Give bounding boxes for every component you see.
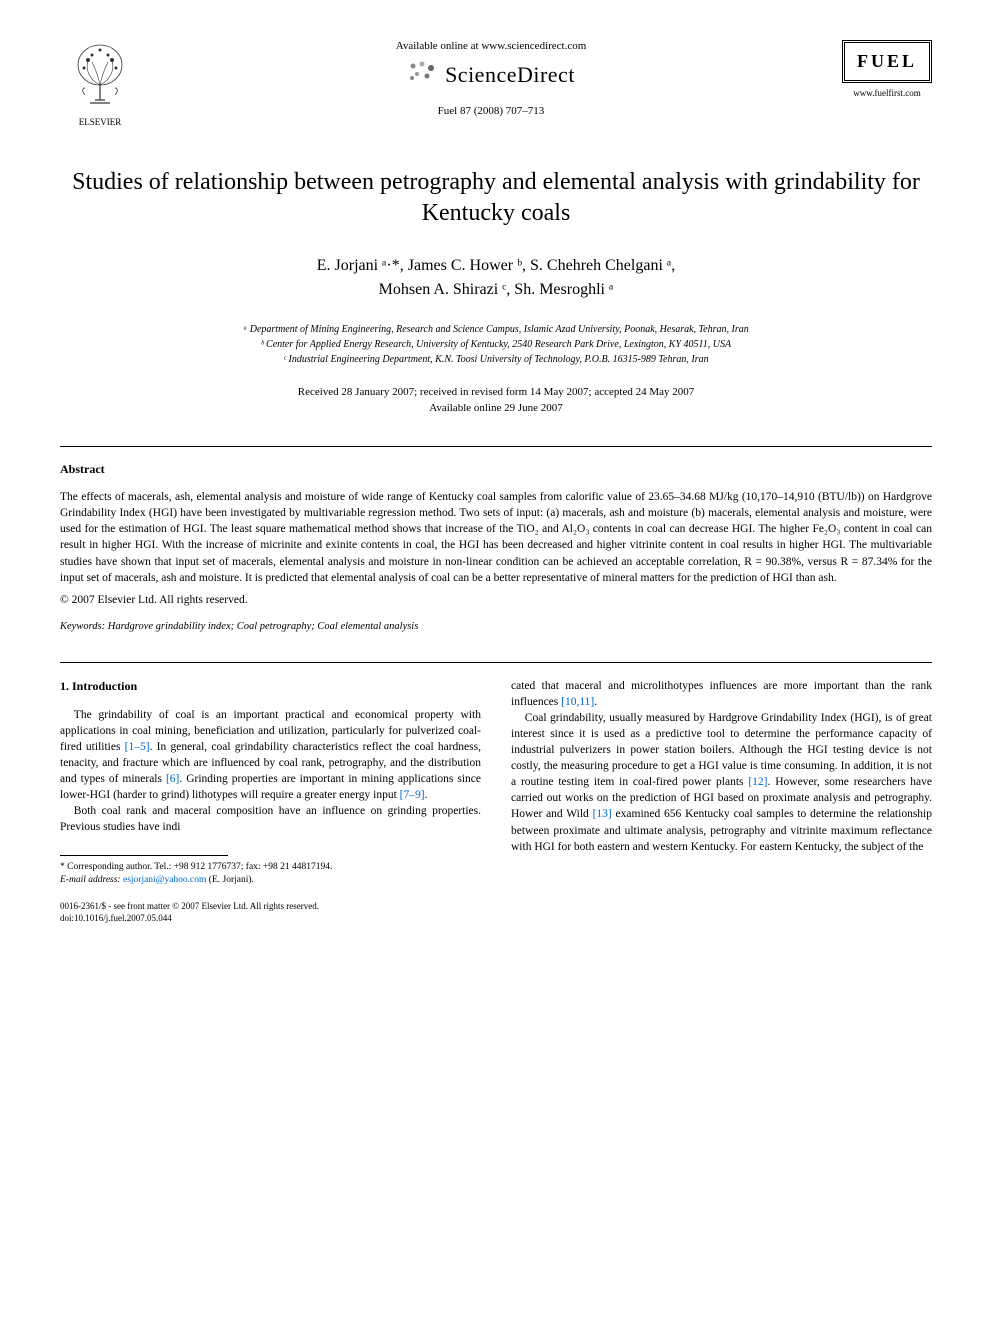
cite-6[interactable]: [6] — [166, 773, 179, 785]
email-line: E-mail address: esjorjani@yahoo.com (E. … — [60, 874, 481, 886]
intro-heading: 1. Introduction — [60, 678, 481, 695]
affiliations: ᵃ Department of Mining Engineering, Rese… — [60, 322, 932, 367]
journal-reference: Fuel 87 (2008) 707–713 — [140, 105, 842, 117]
online-date: Available online 29 June 2007 — [60, 401, 932, 416]
doi-line: doi:10.1016/j.fuel.2007.05.044 — [60, 913, 481, 925]
abstract-heading: Abstract — [60, 462, 932, 477]
fuel-box: FUEL — [842, 40, 932, 83]
email-link[interactable]: esjorjani@yahoo.com — [123, 875, 206, 885]
cite-12[interactable]: [12] — [748, 776, 767, 788]
issn-line: 0016-2361/$ - see front matter © 2007 El… — [60, 901, 481, 913]
article-dates: Received 28 January 2007; received in re… — [60, 385, 932, 416]
abstract-text: The effects of macerals, ash, elemental … — [60, 489, 932, 586]
sciencedirect-dots-icon — [407, 60, 437, 90]
intro-para1: The grindability of coal is an important… — [60, 707, 481, 804]
article-title: Studies of relationship between petrogra… — [60, 167, 932, 229]
authors-line1: E. Jorjani ᵃ·*, James C. Hower ᵇ, S. Che… — [317, 257, 676, 274]
right-column: cated that maceral and microlithotypes i… — [511, 678, 932, 925]
sciencedirect-text: ScienceDirect — [445, 62, 575, 88]
keywords-label: Keywords: — [60, 621, 105, 632]
rule-below-keywords — [60, 662, 932, 663]
cite-10-11[interactable]: [10,11] — [561, 696, 594, 708]
header-row: ELSEVIER Available online at www.science… — [60, 40, 932, 127]
keywords: Keywords: Hardgrove grindability index; … — [60, 621, 932, 632]
elsevier-tree-icon — [70, 40, 130, 110]
intro-para2-right: cated that maceral and microlithotypes i… — [511, 678, 932, 710]
affiliation-b: ᵇ Center for Applied Energy Research, Un… — [60, 337, 932, 352]
affiliation-c: ᶜ Industrial Engineering Department, K.N… — [60, 352, 932, 367]
rule-above-abstract — [60, 446, 932, 447]
email-suffix: (E. Jorjani). — [206, 875, 254, 885]
email-label: E-mail address: — [60, 875, 123, 885]
affiliation-a: ᵃ Department of Mining Engineering, Rese… — [60, 322, 932, 337]
available-online-text: Available online at www.sciencedirect.co… — [140, 40, 842, 52]
left-column: 1. Introduction The grindability of coal… — [60, 678, 481, 925]
corresponding-author-footnote: * Corresponding author. Tel.: +98 912 17… — [60, 861, 481, 886]
intro-para3: Coal grindability, usually measured by H… — [511, 710, 932, 855]
abstract-copyright: © 2007 Elsevier Ltd. All rights reserved… — [60, 594, 932, 606]
sciencedirect-logo: ScienceDirect — [140, 60, 842, 90]
keywords-text: Hardgrove grindability index; Coal petro… — [105, 621, 418, 632]
center-header: Available online at www.sciencedirect.co… — [140, 40, 842, 117]
footnote-rule — [60, 855, 228, 856]
authors: E. Jorjani ᵃ·*, James C. Hower ᵇ, S. Che… — [60, 254, 932, 302]
cite-1-5[interactable]: [1–5] — [125, 741, 150, 753]
fuel-logo: FUEL www.fuelfirst.com — [842, 40, 932, 98]
received-date: Received 28 January 2007; received in re… — [60, 385, 932, 400]
corr-author-line: * Corresponding author. Tel.: +98 912 17… — [60, 861, 481, 873]
body-columns: 1. Introduction The grindability of coal… — [60, 678, 932, 925]
cite-7-9[interactable]: [7–9] — [400, 789, 425, 801]
authors-line2: Mohsen A. Shirazi ᶜ, Sh. Mesroghli ᵃ — [379, 281, 614, 298]
fuel-url: www.fuelfirst.com — [842, 88, 932, 98]
intro-para2-left: Both coal rank and maceral composition h… — [60, 803, 481, 835]
elsevier-label: ELSEVIER — [60, 117, 140, 127]
cite-13[interactable]: [13] — [593, 808, 612, 820]
bottom-info: 0016-2361/$ - see front matter © 2007 El… — [60, 901, 481, 924]
elsevier-logo: ELSEVIER — [60, 40, 140, 127]
